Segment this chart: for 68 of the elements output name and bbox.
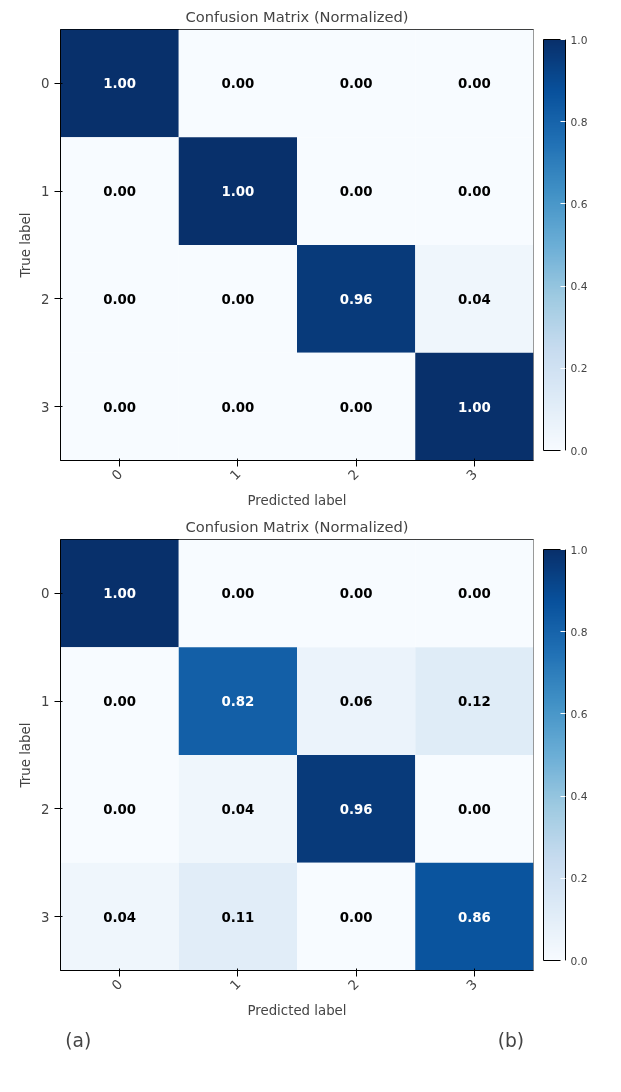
- data-label: 0.00: [221, 586, 255, 602]
- x-tick-label: 2: [345, 976, 362, 994]
- color-bar-label: 0.8: [570, 625, 588, 639]
- text: (a): [65, 1030, 92, 1051]
- data-label: 0.04: [457, 291, 491, 307]
- color-bar-label: 0.8: [570, 115, 588, 129]
- data-label: 0.06: [339, 694, 373, 710]
- data-label: 0.00: [339, 909, 373, 925]
- x-tick-label: 0: [108, 976, 126, 994]
- x-tick-label: 3: [463, 466, 481, 484]
- data-label: 0.00: [221, 291, 255, 307]
- data-label: 0.00: [221, 399, 255, 415]
- data-label: 0.96: [339, 291, 373, 307]
- y-tick-label: 0: [41, 586, 50, 602]
- data-label: 0.04: [221, 801, 255, 817]
- data-label: 0.00: [339, 586, 373, 602]
- x-axis-title: Predicted label: [247, 492, 347, 508]
- data-label: 1.00: [103, 586, 137, 602]
- data-label: 0.00: [103, 399, 137, 415]
- y-tick-label: 0: [41, 76, 50, 92]
- data-label: 1.00: [103, 76, 137, 92]
- data-label: 0.00: [221, 76, 255, 92]
- data-label: 0.00: [457, 801, 491, 817]
- color-bar-label: 0.0: [570, 954, 588, 968]
- data-label: 0.00: [103, 291, 137, 307]
- data-label: 0.00: [339, 76, 373, 92]
- x-tick-label: 2: [345, 466, 362, 484]
- y-axis-title: True label: [18, 212, 34, 279]
- data-label: 0.04: [103, 909, 137, 925]
- data-label: 0.86: [457, 909, 491, 925]
- data-label: 0.00: [339, 399, 373, 415]
- y-tick-label: 3: [41, 909, 50, 925]
- data-label: 0.00: [103, 184, 137, 200]
- data-label: 0.00: [339, 184, 373, 200]
- color-bar-label: 1.0: [570, 543, 588, 557]
- data-label: 1.00: [221, 184, 255, 200]
- color-bar-label: 0.2: [570, 872, 588, 886]
- data-label: 0.00: [103, 694, 137, 710]
- text: (b): [497, 1030, 525, 1051]
- color-bar-label: 1.0: [570, 33, 588, 47]
- y-tick-label: 2: [41, 801, 50, 817]
- color-bar-label: 0.0: [570, 444, 588, 458]
- color-bar-label: 0.4: [570, 790, 588, 804]
- y-tick-label: 2: [41, 291, 50, 307]
- color-bar-label: 0.6: [570, 197, 588, 211]
- x-tick-label: 0: [108, 466, 126, 484]
- data-label: 0.00: [457, 586, 491, 602]
- y-axis-title: True label: [18, 722, 34, 789]
- x-tick-label: 3: [463, 976, 481, 994]
- y-tick-label: 1: [41, 184, 50, 200]
- color-bar-label: 0.6: [570, 707, 588, 721]
- chart-title: Confusion Matrix (Normalized): [185, 7, 409, 25]
- data-label: 0.82: [221, 694, 255, 710]
- data-label: 0.00: [457, 184, 491, 200]
- data-label: 0.11: [221, 909, 255, 925]
- data-label: 1.00: [457, 399, 491, 415]
- data-label: 0.00: [457, 76, 491, 92]
- x-axis-title: Predicted label: [247, 1002, 347, 1018]
- data-label: 0.96: [339, 801, 373, 817]
- y-tick-label: 3: [41, 399, 50, 415]
- data-label: 0.00: [103, 801, 137, 817]
- color-bar-label: 0.2: [570, 362, 588, 376]
- chart-title: Confusion Matrix (Normalized): [185, 517, 409, 535]
- x-tick-label: 1: [226, 466, 244, 484]
- color-bar-label: 0.4: [570, 280, 588, 294]
- x-tick-label: 1: [226, 976, 244, 994]
- data-label: 0.12: [457, 694, 491, 710]
- y-tick-label: 1: [41, 694, 50, 710]
